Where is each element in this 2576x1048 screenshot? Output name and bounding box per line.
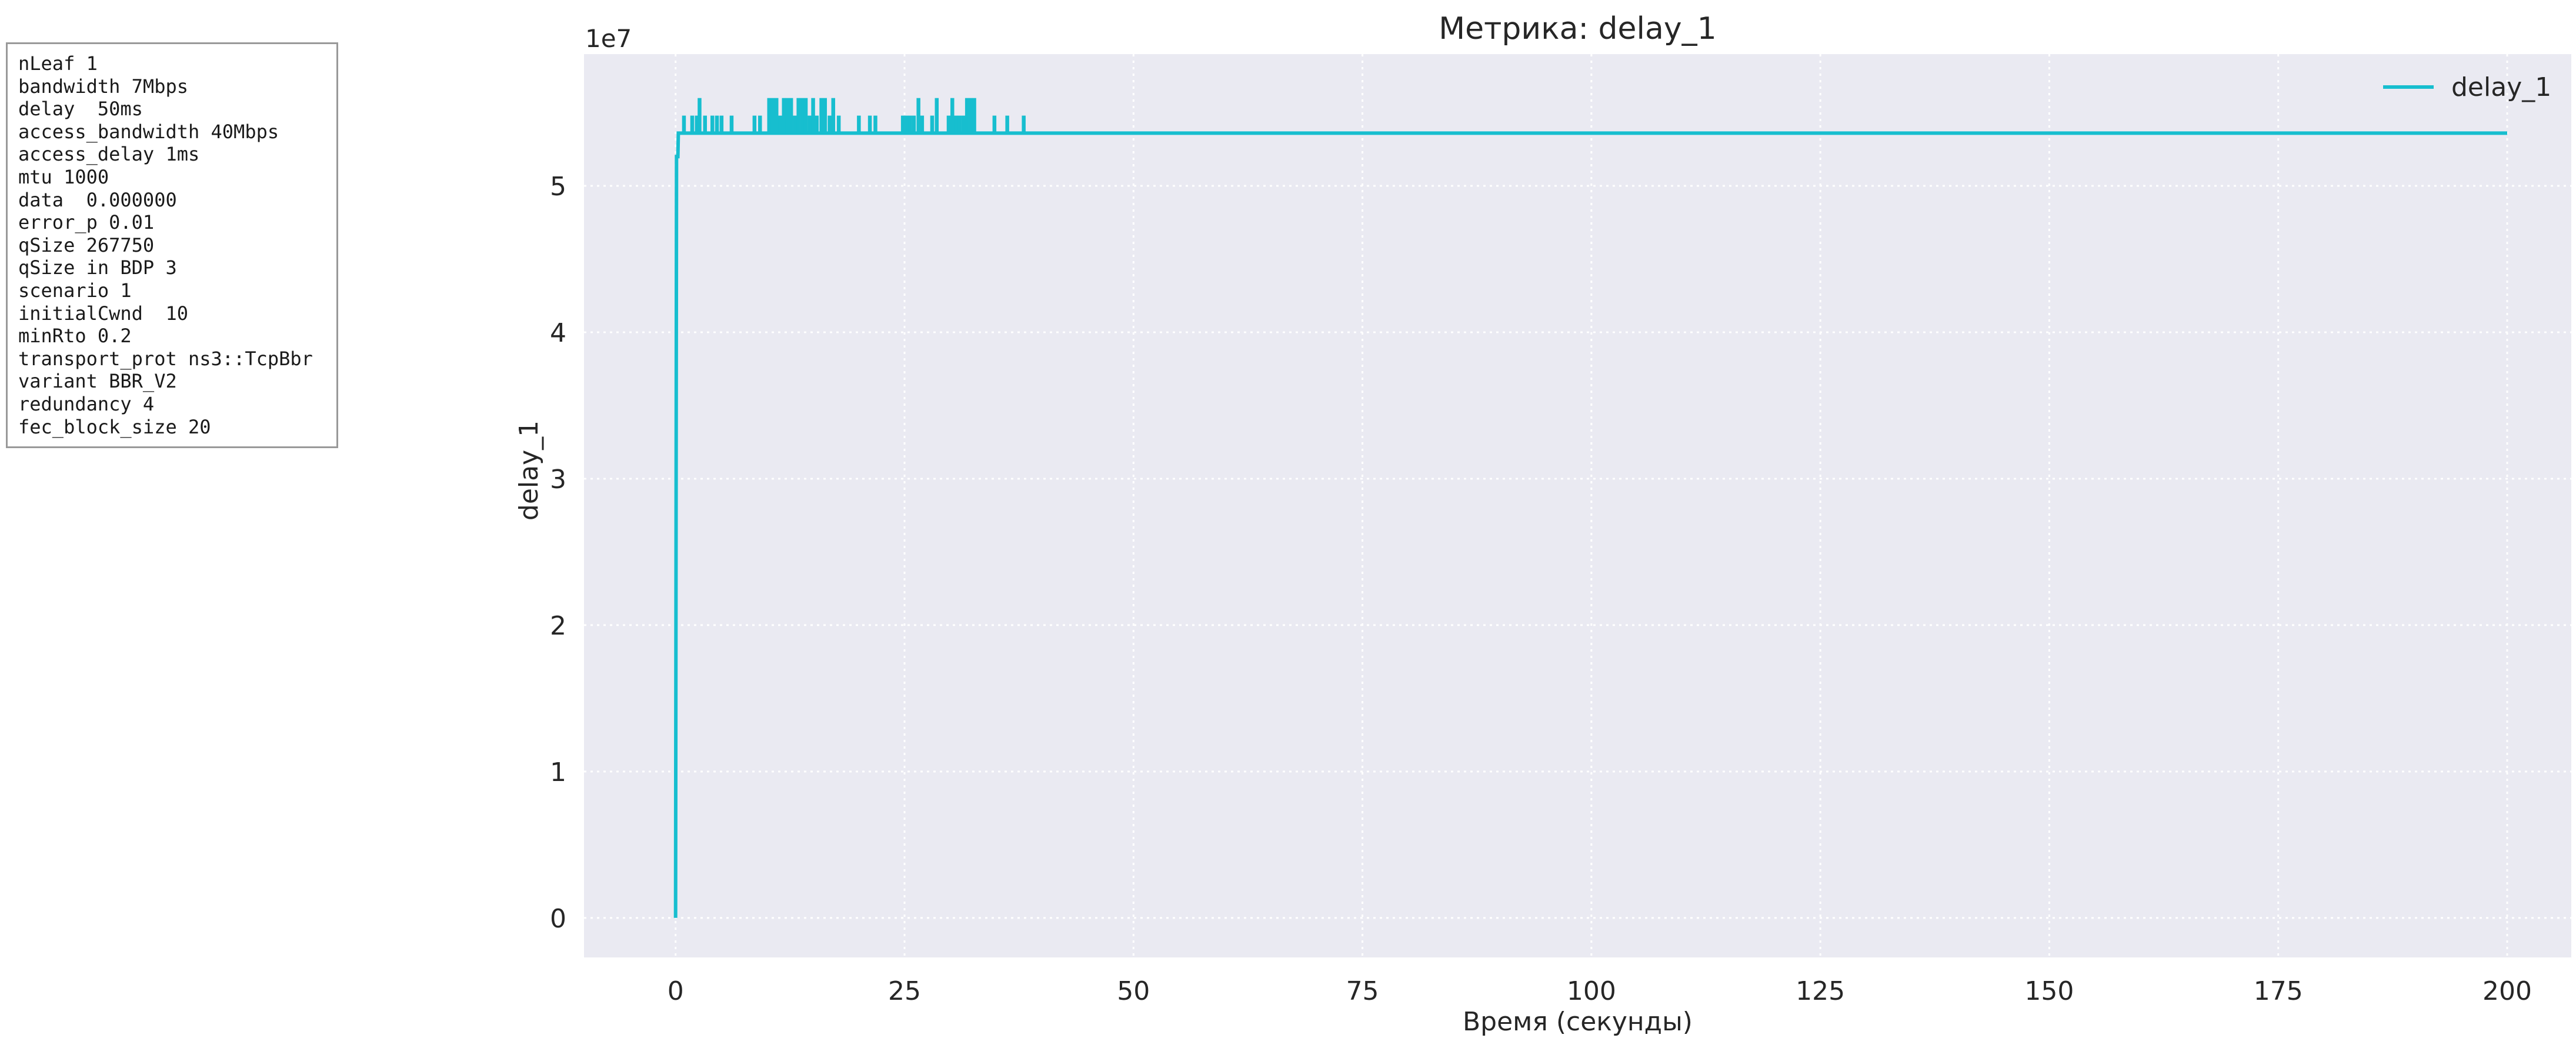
series-spike (695, 115, 699, 133)
series-spike (703, 115, 707, 133)
series-spike (698, 98, 702, 133)
series-spike (916, 98, 920, 133)
series-spike (690, 115, 695, 133)
series-spike (789, 98, 793, 133)
legend: delay_1 (2383, 72, 2551, 102)
series-spike (803, 98, 808, 133)
param-line: redundancy 4 (18, 392, 155, 415)
param-line: delay 50ms (18, 98, 143, 121)
series-spike (785, 98, 790, 133)
parameters-box: nLeaf 1 bandwidth 7Mbps delay 50ms access_b… (6, 42, 338, 448)
y-tick-label: 4 (550, 318, 566, 348)
y-tick-label: 2 (550, 611, 566, 641)
series-spike (920, 115, 925, 133)
x-tick-label: 150 (2024, 976, 2074, 1006)
series-spike (957, 115, 962, 133)
series-spike (857, 115, 861, 133)
series-spike (954, 115, 958, 133)
y-axis-label: delay_1 (514, 420, 544, 520)
series-spike (719, 115, 724, 133)
chart-title: Метрика: delay_1 (1439, 11, 1716, 46)
x-tick-label: 200 (2482, 976, 2532, 1006)
y-tick-label: 0 (550, 904, 566, 934)
series-spike (793, 115, 797, 133)
series-spike (912, 115, 916, 133)
series-spike (775, 98, 779, 133)
x-tick-label: 75 (1346, 976, 1379, 1006)
series-spike (715, 115, 719, 133)
series-line-delay_1 (673, 131, 2507, 918)
series-spike (1005, 115, 1009, 133)
series-spike (935, 98, 939, 133)
param-line: qSize 267750 (18, 233, 155, 256)
param-line: error_p 0.01 (18, 211, 155, 234)
param-line: scenario 1 (18, 279, 132, 302)
x-tick-label: 25 (888, 976, 921, 1006)
param-line: qSize in BDP 3 (18, 256, 177, 279)
series-spike (972, 98, 976, 133)
series-spike (767, 98, 771, 133)
x-tick-label: 50 (1117, 976, 1150, 1006)
series-spike (682, 115, 686, 133)
param-line: bandwidth 7Mbps (18, 75, 188, 98)
series-spike (796, 98, 800, 133)
series-spike (905, 115, 909, 133)
series-spike (782, 98, 786, 133)
series-spike (946, 115, 951, 133)
param-line: minRto 0.2 (18, 325, 132, 348)
series-spike (961, 115, 966, 133)
param-line: variant BBR_V2 (18, 370, 177, 393)
legend-label: delay_1 (2451, 72, 2551, 102)
y-tick-label: 1 (550, 757, 566, 787)
plot-area (584, 54, 2571, 957)
series-spike (900, 115, 905, 133)
param-line: data 0.000000 (18, 188, 177, 211)
grid-y (584, 185, 2571, 919)
x-axis-label: Время (секунды) (1463, 1007, 1693, 1037)
y-tick-labels: 0 1 2 3 4 5 (550, 172, 566, 934)
param-line: fec_block_size 20 (18, 415, 211, 438)
series-spike (752, 115, 757, 133)
series-layer (673, 98, 2507, 918)
series-spike (867, 115, 872, 133)
x-tick-label: 0 (668, 976, 684, 1006)
series-spike (811, 98, 815, 133)
x-tick-label: 100 (1567, 976, 1616, 1006)
param-line: mtu 1000 (18, 165, 109, 188)
series-spike (1022, 115, 1026, 133)
series-spike (778, 115, 782, 133)
series-spike (873, 115, 877, 133)
series-spike (800, 98, 805, 133)
series-spike (729, 115, 734, 133)
series-spike (950, 98, 955, 133)
param-line: initialCwnd 10 (18, 302, 188, 325)
x-tick-label: 125 (1796, 976, 1845, 1006)
series-spike (807, 115, 812, 133)
param-line: nLeaf 1 (18, 52, 98, 75)
series-spike (823, 98, 827, 133)
series-spike (827, 115, 832, 133)
series-spike (710, 115, 715, 133)
y-axis-offset-label: 1e7 (585, 24, 632, 53)
x-tick-labels: 0 25 50 75 100 125 150 175 200 (668, 976, 2532, 1006)
series-spike (965, 98, 969, 133)
series-spike (815, 115, 819, 133)
series-spike (930, 115, 935, 133)
param-line: transport_prot ns3::TcpBbr (18, 347, 313, 370)
series-spike (969, 98, 973, 133)
x-tick-label: 175 (2254, 976, 2303, 1006)
series-spike (819, 98, 823, 133)
y-tick-label: 5 (550, 172, 566, 202)
series-spike (992, 115, 997, 133)
param-line: access_delay 1ms (18, 143, 200, 166)
y-tick-label: 3 (550, 465, 566, 495)
series-spike (831, 98, 835, 133)
series-spike (770, 98, 775, 133)
series-spike (758, 115, 762, 133)
param-line: access_bandwidth 40Mbps (18, 120, 279, 143)
series-spike (908, 115, 912, 133)
series-spike (836, 115, 841, 133)
